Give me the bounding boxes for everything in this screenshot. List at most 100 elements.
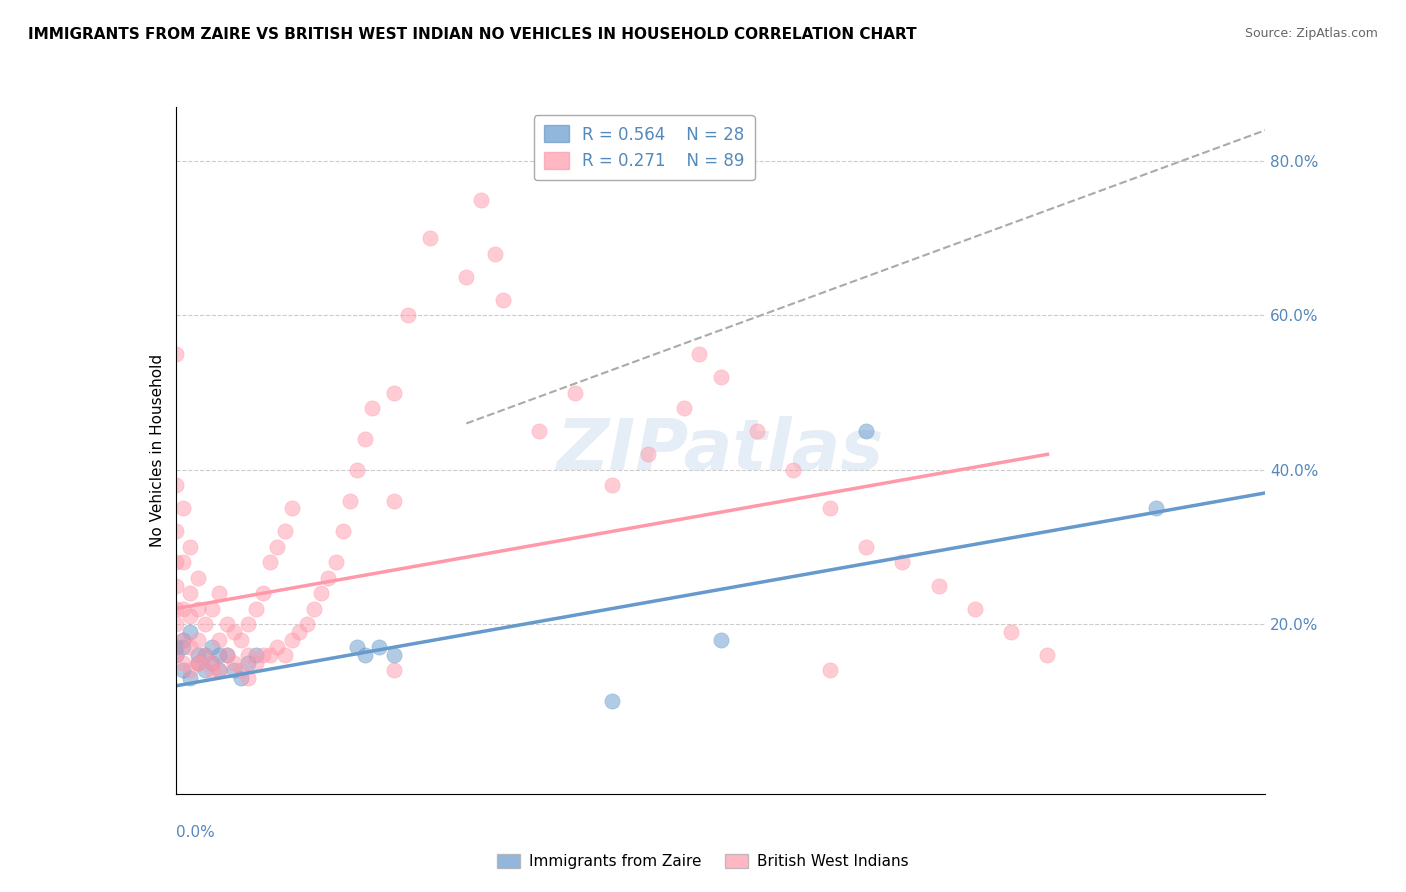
Point <box>208 586 231 600</box>
Point <box>215 648 238 662</box>
Point <box>266 540 288 554</box>
Point <box>172 555 194 569</box>
Point <box>208 664 231 678</box>
Point <box>928 578 950 592</box>
Point <box>179 664 201 678</box>
Text: Source: ZipAtlas.com: Source: ZipAtlas.com <box>1244 27 1378 40</box>
Point <box>564 385 586 400</box>
Point <box>245 656 267 670</box>
Point <box>172 632 194 647</box>
Point <box>492 293 515 307</box>
Point <box>172 664 194 678</box>
Point <box>215 648 238 662</box>
Point <box>208 648 231 662</box>
Point <box>346 463 368 477</box>
Point <box>208 664 231 678</box>
Point <box>201 656 224 670</box>
Point <box>252 648 274 662</box>
Point <box>194 617 217 632</box>
Point <box>222 656 245 670</box>
Point <box>165 648 187 662</box>
Point <box>818 501 841 516</box>
Point <box>281 501 304 516</box>
Point <box>318 571 340 585</box>
Point <box>231 671 253 685</box>
Point <box>600 478 623 492</box>
Legend: Immigrants from Zaire, British West Indians: Immigrants from Zaire, British West Indi… <box>491 848 915 875</box>
Point <box>179 586 201 600</box>
Point <box>165 601 187 615</box>
Point <box>165 347 187 361</box>
Point <box>382 648 405 662</box>
Point <box>231 632 253 647</box>
Point <box>281 632 304 647</box>
Point <box>368 640 391 655</box>
Point <box>688 347 710 361</box>
Point <box>419 231 441 245</box>
Point <box>302 601 325 615</box>
Point <box>600 694 623 708</box>
Point <box>527 424 550 438</box>
Point <box>165 578 187 592</box>
Point <box>855 540 877 554</box>
Point <box>186 656 209 670</box>
Point <box>222 624 245 639</box>
Point <box>186 656 209 670</box>
Point <box>1036 648 1059 662</box>
Point <box>745 424 768 438</box>
Point <box>818 664 841 678</box>
Point <box>179 540 201 554</box>
Text: 0.0%: 0.0% <box>176 825 215 839</box>
Point <box>238 617 260 632</box>
Point <box>201 656 224 670</box>
Point <box>1000 624 1022 639</box>
Point <box>245 648 267 662</box>
Point <box>456 269 478 284</box>
Point <box>172 640 194 655</box>
Point <box>353 432 375 446</box>
Point <box>782 463 804 477</box>
Point <box>382 664 405 678</box>
Point <box>382 385 405 400</box>
Point <box>186 632 209 647</box>
Point <box>238 671 260 685</box>
Point <box>222 664 245 678</box>
Text: IMMIGRANTS FROM ZAIRE VS BRITISH WEST INDIAN NO VEHICLES IN HOUSEHOLD CORRELATIO: IMMIGRANTS FROM ZAIRE VS BRITISH WEST IN… <box>28 27 917 42</box>
Point <box>186 571 209 585</box>
Point <box>165 524 187 539</box>
Point <box>855 424 877 438</box>
Point <box>201 601 224 615</box>
Text: ZIPatlas: ZIPatlas <box>557 416 884 485</box>
Point <box>710 370 733 384</box>
Point <box>259 555 281 569</box>
Point <box>186 656 209 670</box>
Point <box>179 609 201 624</box>
Point <box>208 632 231 647</box>
Point <box>201 640 224 655</box>
Point <box>165 648 187 662</box>
Point <box>194 648 217 662</box>
Point <box>245 601 267 615</box>
Point <box>231 664 253 678</box>
Point <box>353 648 375 662</box>
Point <box>637 447 659 461</box>
Point <box>172 601 194 615</box>
Point <box>332 524 354 539</box>
Point <box>165 555 187 569</box>
Point <box>186 648 209 662</box>
Point <box>396 309 419 323</box>
Point <box>891 555 914 569</box>
Point <box>1146 501 1168 516</box>
Point <box>274 524 297 539</box>
Point <box>201 664 224 678</box>
Y-axis label: No Vehicles in Household: No Vehicles in Household <box>149 354 165 547</box>
Point <box>238 648 260 662</box>
Point <box>309 586 332 600</box>
Point <box>215 617 238 632</box>
Point <box>266 640 288 655</box>
Point <box>165 478 187 492</box>
Point <box>186 601 209 615</box>
Point <box>360 401 382 415</box>
Point <box>194 648 217 662</box>
Point <box>382 493 405 508</box>
